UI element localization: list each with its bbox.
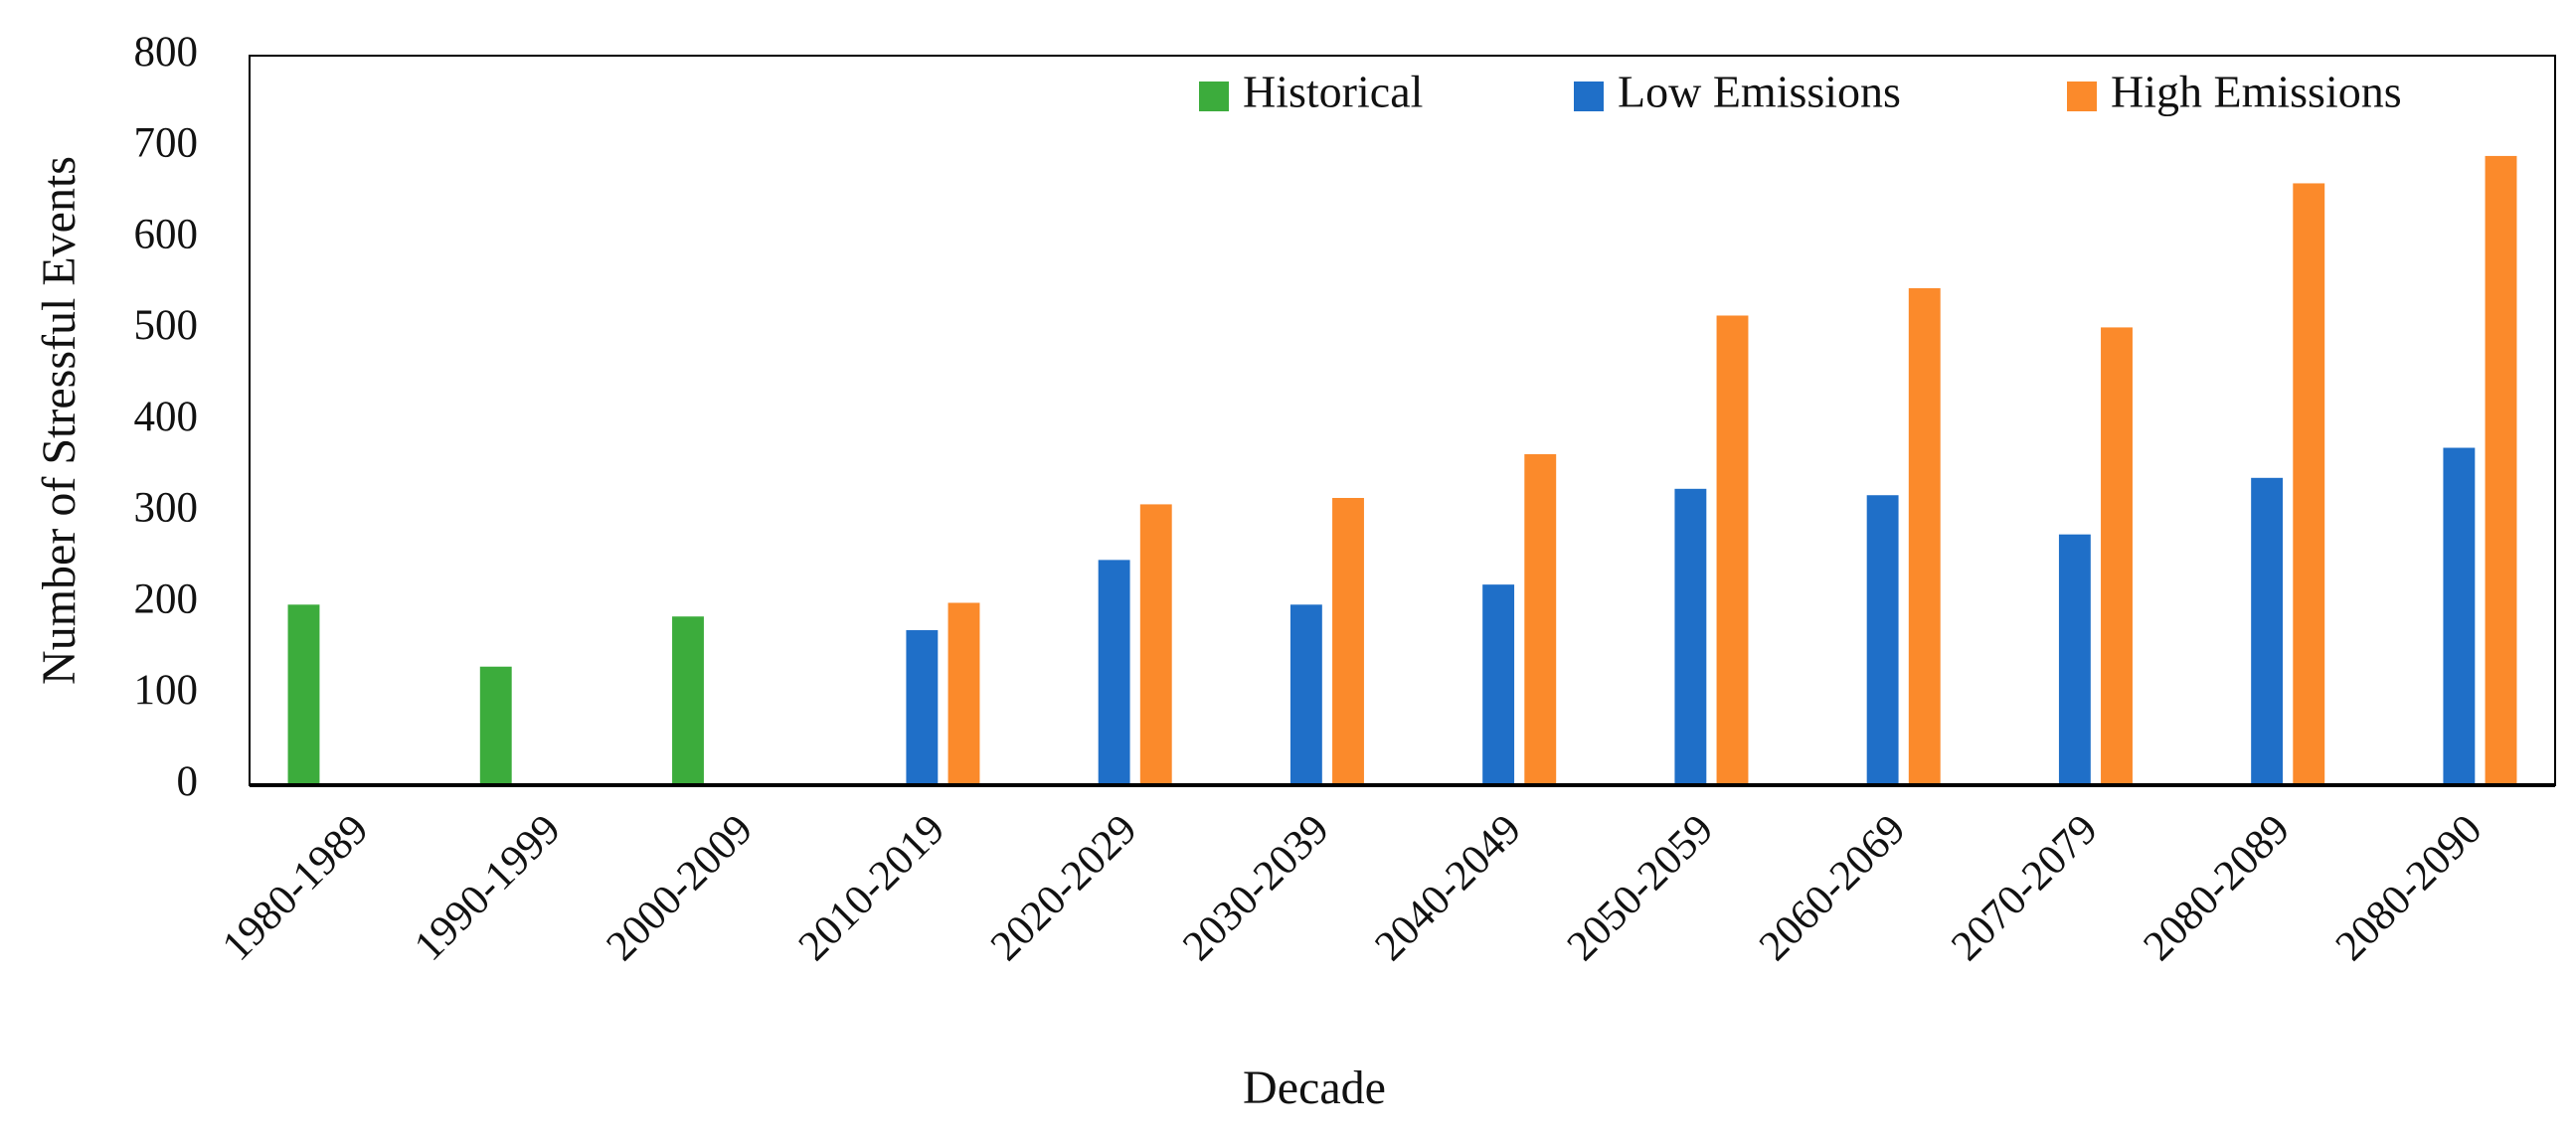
y-tick-label: 700 xyxy=(134,120,199,167)
bar xyxy=(2058,534,2091,785)
x-tick-label: 2010-2019 xyxy=(789,806,953,970)
bar xyxy=(1139,504,1172,785)
legend-label: Low Emissions xyxy=(1618,67,1901,117)
legend-swatch xyxy=(1574,82,1604,111)
x-tick-label: 2050-2059 xyxy=(1558,806,1722,970)
bar xyxy=(672,616,704,785)
x-tick-label: 2080-2090 xyxy=(2326,806,2490,970)
bar xyxy=(1289,604,1322,785)
bar xyxy=(2485,155,2517,786)
legend-swatch xyxy=(1199,82,1229,111)
bar xyxy=(1098,560,1130,785)
y-tick-label: 0 xyxy=(177,758,199,805)
bar xyxy=(1524,453,1557,785)
bar xyxy=(2443,447,2476,785)
x-tick-label: 2040-2049 xyxy=(1366,806,1530,970)
x-tick-label: 2080-2089 xyxy=(2135,806,2299,970)
bar xyxy=(2293,183,2325,785)
y-axis-title: Number of Stressful Events xyxy=(33,156,86,685)
bar xyxy=(1332,497,1364,785)
y-tick-label: 200 xyxy=(134,575,199,622)
plot-frame xyxy=(249,55,2556,786)
bar xyxy=(1482,584,1515,785)
bar xyxy=(1716,315,1749,785)
x-tick-label: 2070-2079 xyxy=(1943,806,2107,970)
x-tick-label: 2020-2029 xyxy=(982,806,1146,970)
bar xyxy=(2251,477,2284,785)
legend-label: High Emissions xyxy=(2111,67,2402,117)
y-tick-label: 600 xyxy=(134,211,199,257)
y-tick-label: 100 xyxy=(134,667,199,714)
bar xyxy=(906,630,939,785)
x-tick-label: 2030-2039 xyxy=(1174,806,1338,970)
y-tick-label: 300 xyxy=(134,485,199,532)
bar xyxy=(1674,488,1707,785)
x-tick-label: 2000-2009 xyxy=(598,806,762,970)
x-axis-title: Decade xyxy=(1243,1062,1386,1114)
y-tick-label: 800 xyxy=(134,29,199,76)
bar xyxy=(1866,495,1899,785)
bar xyxy=(947,602,980,785)
y-tick-label: 500 xyxy=(134,302,199,349)
x-tick-label: 1990-1999 xyxy=(406,806,570,970)
bar xyxy=(1908,287,1941,785)
x-tick-label: 2060-2069 xyxy=(1751,806,1915,970)
y-tick-label: 400 xyxy=(134,394,199,440)
legend-swatch xyxy=(2067,82,2097,111)
bar xyxy=(287,604,320,785)
bar xyxy=(2101,327,2133,785)
legend-label: Historical xyxy=(1243,67,1423,117)
bar xyxy=(479,666,512,785)
x-tick-label: 1980-1989 xyxy=(214,806,378,970)
